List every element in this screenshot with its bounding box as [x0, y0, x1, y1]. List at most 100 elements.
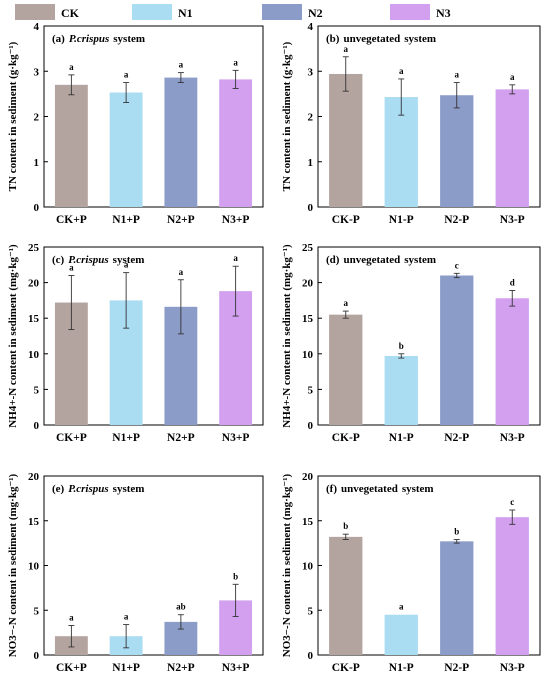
- x-tick-label: N2+P: [167, 662, 195, 674]
- panel-title-prefix: (c): [52, 254, 65, 266]
- y-tick-label: 15: [302, 313, 314, 325]
- y-tick-label: 5: [34, 384, 40, 396]
- panel-title: (d) unvegetated system: [326, 254, 436, 266]
- legend-label: N3: [436, 6, 451, 20]
- x-tick-label: N1+P: [112, 432, 140, 444]
- panel-title-prefix: (e): [52, 483, 65, 495]
- x-tick-label: N3+P: [222, 662, 250, 674]
- panel-title: (b) unvegetated system: [326, 33, 436, 45]
- panel-title-main: unvegetated: [343, 254, 400, 266]
- y-tick-label: 15: [302, 516, 314, 528]
- y-tick-label: 25: [28, 242, 40, 254]
- panel-title: (f) unvegetated system: [326, 483, 434, 495]
- y-tick-label: 10: [28, 561, 40, 573]
- panel-b: 0 1 2 3 4 a CK-P a N1-P a N2-P a N3-P (b) unvegetated s…: [281, 21, 541, 226]
- legend-swatch: [262, 4, 302, 20]
- significance-label: a: [69, 612, 74, 622]
- x-tick-label: CK+P: [56, 662, 87, 674]
- y-tick-label: 1: [34, 157, 40, 169]
- y-tick-label: 20: [302, 278, 314, 290]
- significance-label: c: [455, 260, 459, 270]
- legend-item-n3: N3: [390, 4, 451, 20]
- x-tick-label: N3-P: [500, 662, 525, 674]
- x-tick-label: CK-P: [332, 432, 360, 444]
- legend-label: N2: [308, 6, 323, 20]
- x-tick-label: CK+P: [56, 432, 87, 444]
- y-tick-label: 2: [34, 112, 40, 124]
- y-tick-label: 4: [34, 21, 40, 33]
- y-tick-label: 0: [34, 420, 40, 432]
- panel-c: 0 5 10 15 20 25 a CK+P a N1+P a N2+P a N3+P (c) P.crisp…: [7, 242, 264, 444]
- significance-label: b: [399, 341, 404, 351]
- x-tick-label: N2-P: [444, 432, 469, 444]
- panel-title-suffix: system: [113, 254, 145, 266]
- y-tick-label: 1: [308, 157, 314, 169]
- y-tick-label: 0: [34, 650, 40, 662]
- bar-n3: [495, 89, 529, 207]
- panel-title-suffix: system: [113, 483, 145, 495]
- bar-n3: [219, 79, 253, 207]
- panel-title: (a) P.crispus system: [52, 33, 145, 45]
- y-tick-label: 3: [308, 66, 314, 78]
- legend-label: CK: [61, 6, 80, 20]
- x-tick-label: N1+P: [112, 214, 140, 226]
- significance-label: c: [510, 497, 514, 507]
- significance-label: a: [455, 70, 460, 80]
- significance-label: a: [179, 267, 184, 277]
- panels: 0 1 2 3 4 a CK+P a N1+P a N2+P a N3+P (a) P.crispus sys…: [7, 21, 541, 674]
- legend-item-n2: N2: [262, 4, 323, 20]
- legend-swatch: [132, 4, 172, 20]
- panel-title-main: P.crispus: [68, 483, 108, 495]
- x-tick-label: N1-P: [389, 662, 414, 674]
- y-tick-label: 5: [34, 605, 40, 617]
- y-tick-label: 0: [308, 420, 314, 432]
- panel-title-main: P.crispus: [69, 33, 109, 45]
- y-tick-label: 20: [28, 278, 40, 290]
- y-tick-label: 0: [308, 202, 314, 214]
- y-axis-label: NO3−-N content in sediment (mg·kg⁻¹): [7, 473, 19, 657]
- significance-label: ab: [176, 602, 186, 612]
- y-tick-label: 15: [28, 516, 40, 528]
- plot-frame: [317, 246, 541, 426]
- significance-label: a: [399, 66, 404, 76]
- y-tick-label: 20: [302, 471, 314, 483]
- significance-label: a: [69, 262, 74, 272]
- legend-swatch: [390, 4, 430, 20]
- significance-label: a: [399, 602, 404, 612]
- panel-a: 0 1 2 3 4 a CK+P a N1+P a N2+P a N3+P (a) P.crispus sys…: [7, 21, 264, 226]
- x-tick-label: N2+P: [167, 432, 195, 444]
- bar-n2: [440, 275, 474, 425]
- x-tick-label: CK-P: [332, 662, 360, 674]
- significance-label: b: [454, 527, 459, 537]
- y-axis-label: TN content in sediment (g·kg⁻¹): [281, 41, 293, 191]
- significance-label: d: [510, 277, 515, 287]
- y-axis-label: NO3−-N content in sediment (mg·kg⁻¹): [281, 473, 293, 657]
- x-tick-label: N3+P: [222, 432, 250, 444]
- panel-title-prefix: (b): [326, 33, 340, 45]
- significance-label: a: [510, 72, 515, 82]
- significance-label: a: [344, 44, 349, 54]
- panel-title-suffix: system: [404, 254, 436, 266]
- bar-n2: [440, 95, 474, 207]
- y-tick-label: 4: [308, 21, 314, 33]
- y-tick-label: 2: [308, 112, 314, 124]
- panel-title-prefix: (a): [52, 33, 65, 45]
- bar-ck: [329, 536, 363, 655]
- bar-n3: [495, 298, 529, 425]
- bar-ck: [54, 84, 88, 207]
- x-tick-label: N3-P: [500, 432, 525, 444]
- significance-label: a: [124, 260, 129, 270]
- significance-label: a: [124, 70, 129, 80]
- panel-e: 0 5 10 15 20 a CK+P a N1+P ab N2+P b N3+P (e) P.crispu…: [7, 471, 264, 674]
- panel-title: (c) P.crispus system: [52, 254, 144, 266]
- significance-label: a: [179, 60, 184, 70]
- significance-label: a: [344, 298, 349, 308]
- legend: CK N1 N2 N3: [15, 4, 451, 20]
- x-tick-label: N1+P: [112, 662, 140, 674]
- bar-n3: [495, 517, 529, 655]
- bar-n1: [109, 92, 143, 207]
- y-tick-label: 5: [308, 605, 314, 617]
- y-tick-label: 10: [302, 561, 314, 573]
- y-tick-label: 25: [302, 242, 314, 254]
- bar-n2: [164, 77, 198, 208]
